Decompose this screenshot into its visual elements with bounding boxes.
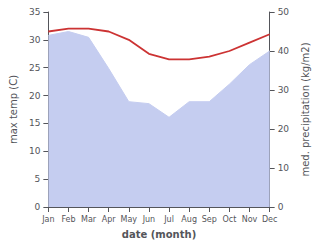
svg-text:0: 0 xyxy=(35,202,41,212)
svg-text:Feb: Feb xyxy=(61,215,75,224)
svg-text:Sep: Sep xyxy=(202,215,217,224)
svg-text:Mar: Mar xyxy=(81,215,97,224)
svg-text:10: 10 xyxy=(29,146,41,156)
svg-text:date (month): date (month) xyxy=(122,229,196,240)
svg-text:Dec: Dec xyxy=(262,215,277,224)
svg-text:20: 20 xyxy=(278,124,290,134)
svg-text:30: 30 xyxy=(29,35,41,45)
svg-text:5: 5 xyxy=(35,174,41,184)
svg-text:30: 30 xyxy=(278,85,290,95)
svg-text:med. precipitation (kg/m2): med. precipitation (kg/m2) xyxy=(300,42,311,176)
svg-text:Jul: Jul xyxy=(163,215,174,224)
svg-text:20: 20 xyxy=(29,91,41,101)
svg-text:15: 15 xyxy=(29,118,40,128)
svg-text:May: May xyxy=(121,215,138,224)
svg-text:Apr: Apr xyxy=(102,215,117,224)
svg-text:0: 0 xyxy=(278,202,284,212)
svg-text:Jun: Jun xyxy=(142,215,156,224)
svg-text:Nov: Nov xyxy=(242,215,258,224)
svg-text:10: 10 xyxy=(278,163,290,173)
svg-text:50: 50 xyxy=(278,7,290,17)
svg-text:25: 25 xyxy=(29,63,40,73)
svg-text:max temp (C): max temp (C) xyxy=(8,75,19,144)
svg-text:40: 40 xyxy=(278,46,290,56)
svg-text:Oct: Oct xyxy=(222,215,236,224)
svg-text:Aug: Aug xyxy=(181,215,197,224)
svg-text:35: 35 xyxy=(29,7,40,17)
svg-text:Jan: Jan xyxy=(41,215,54,224)
